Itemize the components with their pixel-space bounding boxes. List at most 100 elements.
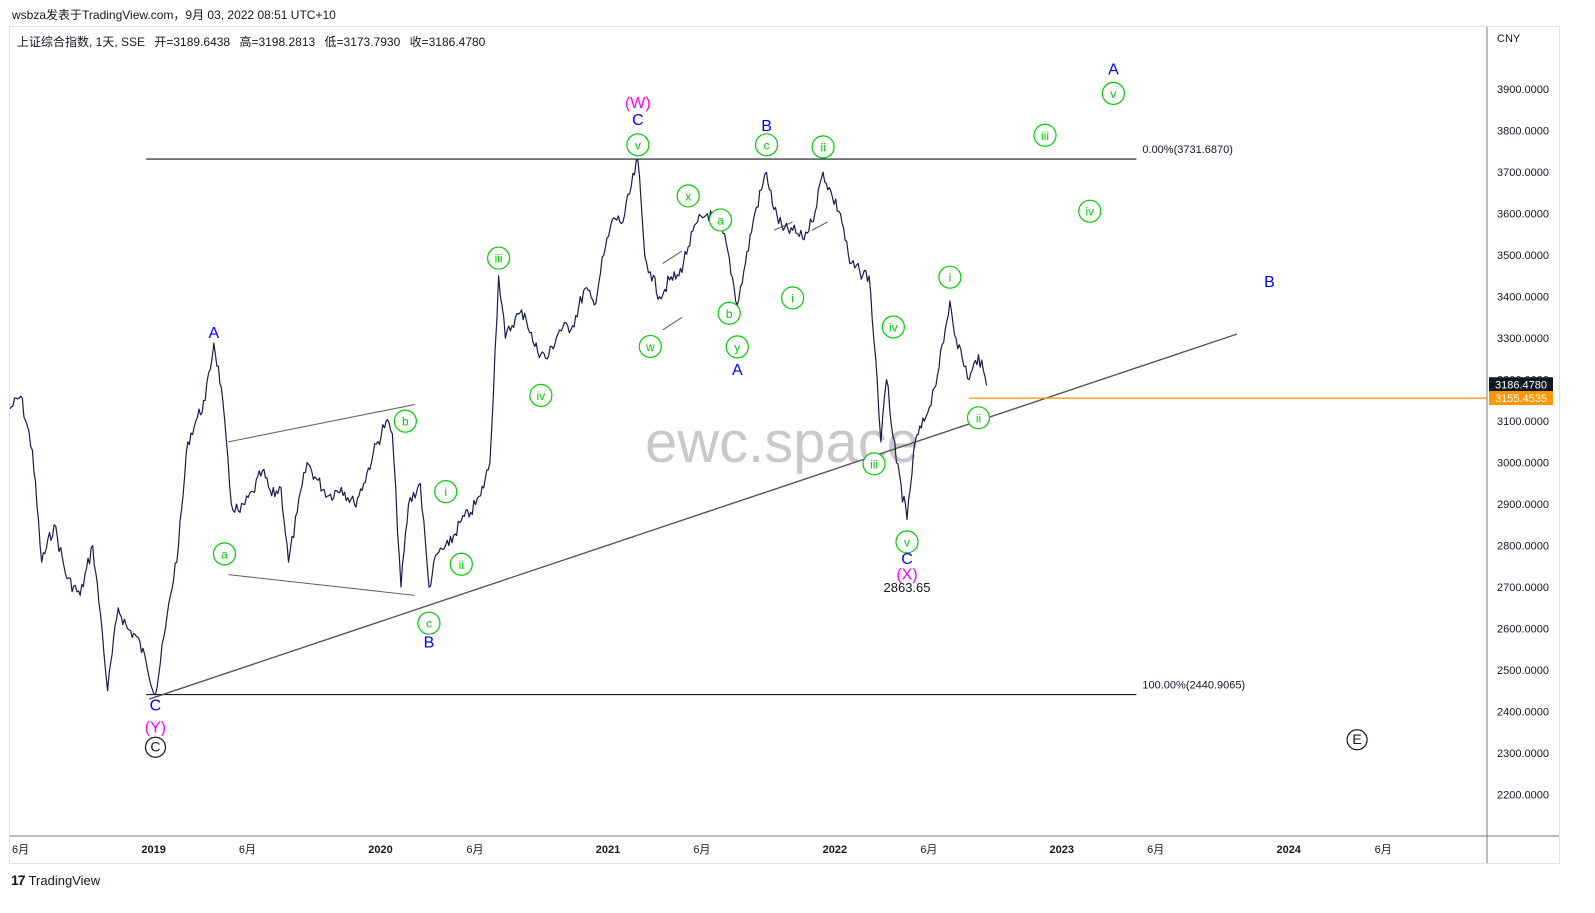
fib-level-label: 100.00%(2440.9065) xyxy=(1142,680,1245,692)
wave-circle-marker xyxy=(754,133,779,157)
wave-circle-marker xyxy=(1033,123,1057,147)
x-tick-label: 2023 xyxy=(1050,844,1074,856)
y-tick-label: 3500.0000 xyxy=(1497,250,1549,262)
fib-level-label: 0.00%(3731.6870) xyxy=(1142,144,1233,156)
drawn-lines: 0.00%(3731.6870) 100.00%(2440.9065) xyxy=(146,144,1487,700)
y-tick-label: 3700.0000 xyxy=(1497,167,1549,179)
wave-label: c xyxy=(764,138,770,152)
wave-circle-marker xyxy=(434,480,458,504)
wave-circle-marker xyxy=(487,246,511,270)
y-tick-label: 2500.0000 xyxy=(1497,665,1549,677)
wave-label: B xyxy=(424,635,435,652)
wave-label: iii xyxy=(495,252,503,266)
y-tick-label: 2900.0000 xyxy=(1497,499,1549,511)
wave-circle-marker xyxy=(811,135,835,159)
wave-label: C xyxy=(150,697,162,714)
x-tick-label: 2020 xyxy=(368,844,392,856)
wave-label: C xyxy=(150,739,160,755)
wave-label: a xyxy=(221,547,228,561)
wave-circle-marker xyxy=(212,542,237,566)
y-tick-label: 3800.0000 xyxy=(1497,126,1549,138)
x-tick-label: 6月 xyxy=(239,844,256,856)
y-tick-label: 3400.0000 xyxy=(1497,292,1549,304)
tradingview-footer[interactable]: 17 TradingView xyxy=(11,872,100,888)
wave-circle-marker xyxy=(1078,199,1102,223)
symbol-legend: 上证综合指数, 1天, SSE 开=3189.6438 高=3198.2813 … xyxy=(17,33,491,50)
y-tick-label: 3000.0000 xyxy=(1497,458,1549,470)
wave-circle-marker xyxy=(895,530,919,554)
wave-label: A xyxy=(732,362,743,379)
price-label-text: 3186.4780 xyxy=(1495,379,1547,391)
x-tick-label: 6月 xyxy=(12,844,29,856)
price-label-box xyxy=(1489,391,1553,406)
wave-circle-marker xyxy=(676,184,700,208)
footer-brand: TradingView xyxy=(28,872,101,888)
wave-circle-marker xyxy=(938,265,962,289)
x-tick-label: 6月 xyxy=(1147,844,1164,856)
trend-line xyxy=(149,333,1238,700)
y-tick-label: 2800.0000 xyxy=(1497,541,1549,553)
wave-label: iv xyxy=(537,389,546,403)
trend-line xyxy=(662,250,683,264)
trend-line xyxy=(228,574,415,596)
wave-label: (Y) xyxy=(145,719,166,736)
wave-label: iv xyxy=(889,320,898,334)
x-tick-label: 2022 xyxy=(823,844,847,856)
wave-circle-marker xyxy=(862,452,886,476)
y-tick-label: 2300.0000 xyxy=(1497,748,1549,760)
wave-label: A xyxy=(209,325,220,342)
wave-label: b xyxy=(402,415,409,429)
wave-label: ii xyxy=(976,411,981,425)
tradingview-logo-icon: 17 xyxy=(11,872,26,888)
x-tick-label: 6月 xyxy=(693,844,710,856)
currency-label: CNY xyxy=(1497,33,1521,45)
low-value: 低=3173.7930 xyxy=(324,35,401,49)
x-tick-label: 2019 xyxy=(141,844,165,856)
wave-circle-marker xyxy=(781,286,805,310)
y-tick-label: 2200.0000 xyxy=(1497,790,1549,802)
price-label-text: 3155.4535 xyxy=(1495,393,1547,405)
y-tick-label: 2400.0000 xyxy=(1497,707,1549,719)
trend-line xyxy=(773,221,793,231)
wave-label: B xyxy=(761,118,772,135)
wave-circle-marker xyxy=(449,552,473,576)
y-tick-label: 2600.0000 xyxy=(1497,624,1549,636)
x-tick-label: 6月 xyxy=(1375,844,1392,856)
wave-circle-marker xyxy=(626,133,650,157)
trend-line xyxy=(811,221,828,231)
x-tick-label: 2024 xyxy=(1276,844,1301,856)
symbol-name[interactable]: 上证综合指数, 1天, SSE xyxy=(17,35,146,49)
wave-label: A xyxy=(1108,62,1119,79)
publisher-header: wsbza发表于TradingView.com，9月 03, 2022 08:5… xyxy=(12,8,336,22)
wave-label: iii xyxy=(870,457,878,471)
wave-annotations: 2863.65C(Y)CAabcBiiiiiiivC(W)vwxabyABcii… xyxy=(145,62,1368,758)
wave-label: E xyxy=(1352,731,1361,747)
chart-frame xyxy=(9,26,1560,864)
x-tick-label: 6月 xyxy=(920,844,937,856)
wave-label: i xyxy=(949,271,952,285)
wave-label: i xyxy=(444,485,447,499)
wave-circle-marker xyxy=(638,334,662,359)
wave-label: v xyxy=(904,535,910,549)
axis-dividers xyxy=(10,27,1559,863)
wave-label: (X) xyxy=(896,567,917,584)
wave-circle-marker xyxy=(881,315,905,339)
wave-circle-marker xyxy=(393,409,417,433)
x-tick-label: 2021 xyxy=(596,844,620,856)
wave-circle-marker xyxy=(1346,729,1368,751)
wave-circle-marker xyxy=(529,383,553,408)
wave-label: a xyxy=(717,213,724,227)
wave-label: x xyxy=(685,189,691,203)
high-value: 高=3198.2813 xyxy=(239,35,316,49)
wave-circle-marker xyxy=(417,611,441,635)
wave-circle-marker xyxy=(717,301,741,325)
close-value: 收=3186.4780 xyxy=(409,35,486,49)
price-label-box xyxy=(1489,377,1553,392)
axes: 2200.0000 2300.0000 2400.0000 2500.0000 2600… xyxy=(12,84,1553,856)
y-tick-label: 3900.0000 xyxy=(1497,84,1549,96)
wave-label: C xyxy=(901,551,913,568)
wave-label: i xyxy=(791,291,794,305)
wave-label: y xyxy=(734,340,740,354)
wave-circle-marker xyxy=(1101,81,1125,105)
